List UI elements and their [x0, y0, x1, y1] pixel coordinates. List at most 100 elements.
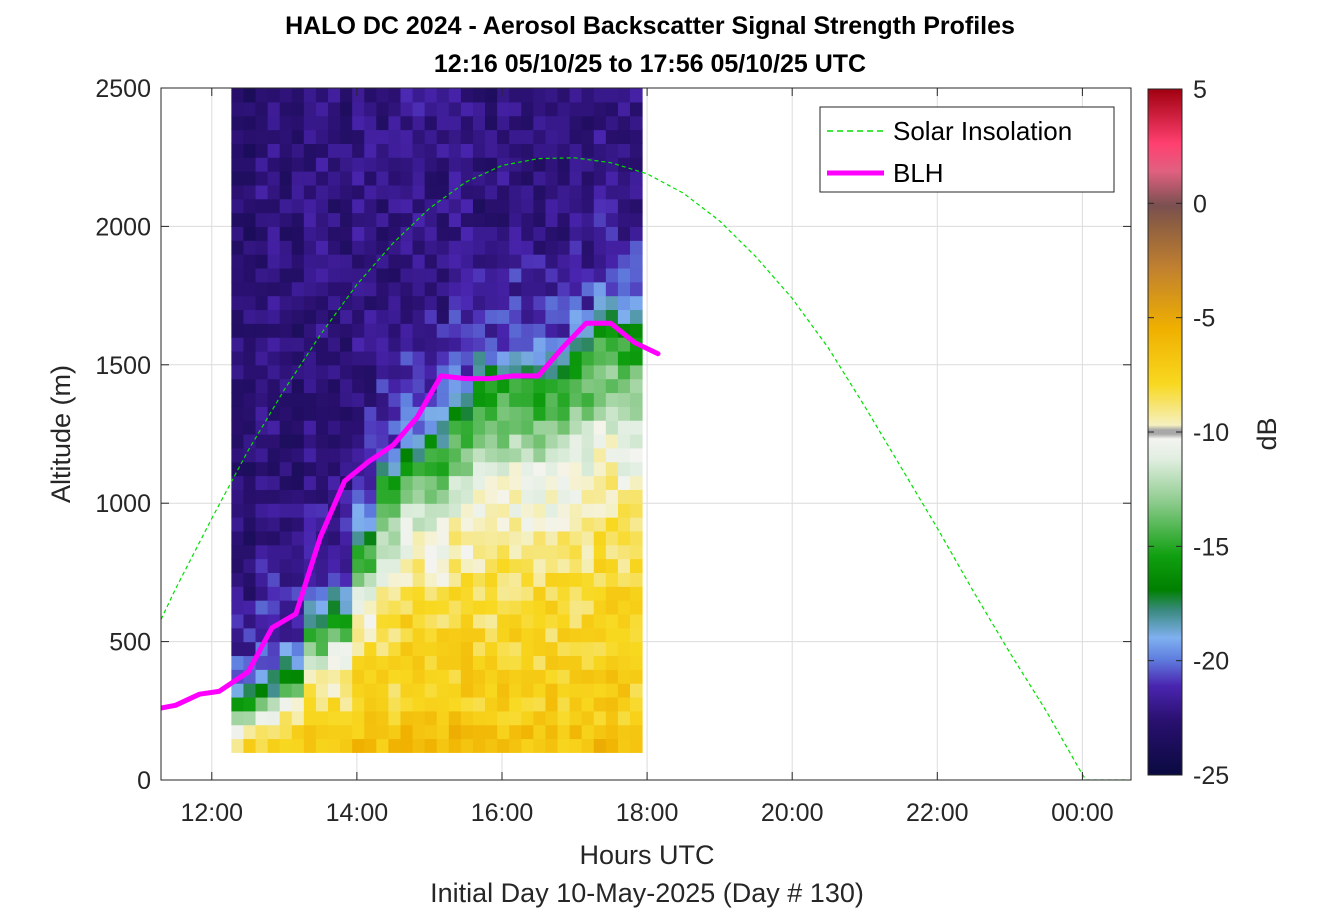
heatmap-cell — [255, 503, 269, 518]
heatmap-cell — [364, 489, 377, 504]
heatmap-cell — [533, 613, 547, 629]
heatmap-cell — [485, 101, 498, 117]
heatmap-cell — [581, 572, 595, 587]
heatmap-cell — [617, 641, 631, 657]
chart-title: HALO DC 2024 - Aerosol Backscatter Signa… — [285, 12, 1015, 40]
heatmap-cell — [315, 157, 329, 172]
heatmap-cell — [436, 613, 450, 629]
heatmap-cell — [315, 558, 329, 573]
heatmap-cell — [424, 475, 438, 490]
heatmap-cell — [557, 641, 571, 657]
heatmap-cell — [617, 627, 631, 643]
heatmap-cell — [472, 406, 486, 421]
heatmap-cell — [630, 240, 643, 255]
heatmap-cell — [509, 710, 522, 726]
heatmap-cell — [340, 420, 353, 435]
heatmap-cell — [255, 461, 269, 477]
heatmap-cell — [279, 738, 293, 753]
heatmap-cell — [509, 88, 522, 103]
heatmap-cell — [436, 309, 450, 324]
heatmap-cell — [545, 143, 559, 158]
heatmap-cell — [267, 226, 281, 241]
heatmap-cell — [388, 724, 402, 740]
heatmap-cell — [364, 724, 377, 740]
heatmap-cell — [376, 115, 390, 131]
heatmap-cell — [424, 267, 438, 283]
heatmap-cell — [460, 295, 474, 311]
heatmap-cell — [352, 364, 365, 380]
heatmap-cell — [630, 530, 643, 546]
heatmap-cell — [436, 406, 450, 421]
heatmap-cell — [291, 627, 305, 643]
heatmap-cell — [352, 350, 365, 366]
heatmap-cell — [557, 669, 571, 684]
heatmap-cell — [630, 406, 643, 421]
heatmap-cell — [605, 696, 619, 712]
heatmap-cell — [605, 364, 619, 380]
heatmap-cell — [533, 683, 547, 698]
heatmap-cell — [581, 184, 595, 200]
heatmap-cell — [279, 517, 293, 532]
heatmap-cell — [267, 171, 281, 186]
heatmap-cell — [617, 655, 631, 670]
heatmap-cell — [328, 558, 341, 573]
heatmap-cell — [388, 281, 402, 297]
heatmap-cell — [569, 184, 583, 200]
legend: Solar Insolation BLH — [819, 106, 1115, 193]
heatmap-cell — [303, 309, 317, 324]
heatmap-cell — [400, 88, 414, 103]
heatmap-cell — [255, 406, 269, 421]
heatmap-cell — [448, 101, 462, 117]
heatmap-cell — [279, 420, 293, 435]
heatmap-cell — [267, 295, 281, 311]
heatmap-cell — [630, 724, 643, 740]
heatmap-cell — [267, 434, 281, 449]
heatmap-cell — [460, 309, 474, 324]
heatmap-cell — [509, 143, 522, 158]
heatmap-cell — [424, 600, 438, 615]
heatmap-cell — [593, 655, 607, 670]
heatmap-cell — [412, 88, 426, 103]
heatmap-cell — [340, 724, 353, 740]
heatmap-cell — [291, 171, 305, 186]
heatmap-cell — [509, 295, 522, 311]
legend-box — [819, 106, 1115, 193]
heatmap-cell — [364, 143, 377, 158]
heatmap-cell — [460, 378, 474, 394]
chart-subtitle: 12:16 05/10/25 to 17:56 05/10/25 UTC — [434, 50, 866, 78]
x-tick-label: 22:00 — [906, 799, 969, 827]
heatmap-cell — [593, 447, 607, 463]
legend-label-blh: BLH — [893, 158, 944, 188]
heatmap-cell — [593, 600, 607, 615]
heatmap-cell — [400, 696, 414, 712]
heatmap-cell — [291, 378, 305, 394]
heatmap-cell — [472, 503, 486, 518]
heatmap-cell — [243, 101, 257, 117]
heatmap-cell — [509, 544, 522, 560]
heatmap-cell — [509, 586, 522, 601]
heatmap-cell — [412, 696, 426, 712]
heatmap-cell — [545, 378, 559, 394]
heatmap-cell — [569, 586, 583, 601]
heatmap-cell — [315, 738, 329, 753]
heatmap-cell — [472, 129, 486, 144]
heatmap-cell — [605, 530, 619, 546]
heatmap-cell — [545, 364, 559, 380]
heatmap-cell — [581, 517, 595, 532]
heatmap-cell — [448, 738, 462, 753]
heatmap-cell — [581, 88, 595, 103]
heatmap-cell — [388, 586, 402, 601]
heatmap-cell — [340, 461, 353, 477]
heatmap-cell — [545, 530, 559, 546]
heatmap-cell — [472, 240, 486, 255]
heatmap-cell — [303, 683, 317, 698]
heatmap-cell — [436, 475, 450, 490]
heatmap-cell — [485, 544, 498, 560]
heatmap-cell — [533, 710, 547, 726]
heatmap-cell — [364, 115, 377, 131]
heatmap-cell — [340, 696, 353, 712]
heatmap-cell — [267, 683, 281, 698]
heatmap-cell — [448, 434, 462, 449]
heatmap-cell — [340, 143, 353, 158]
